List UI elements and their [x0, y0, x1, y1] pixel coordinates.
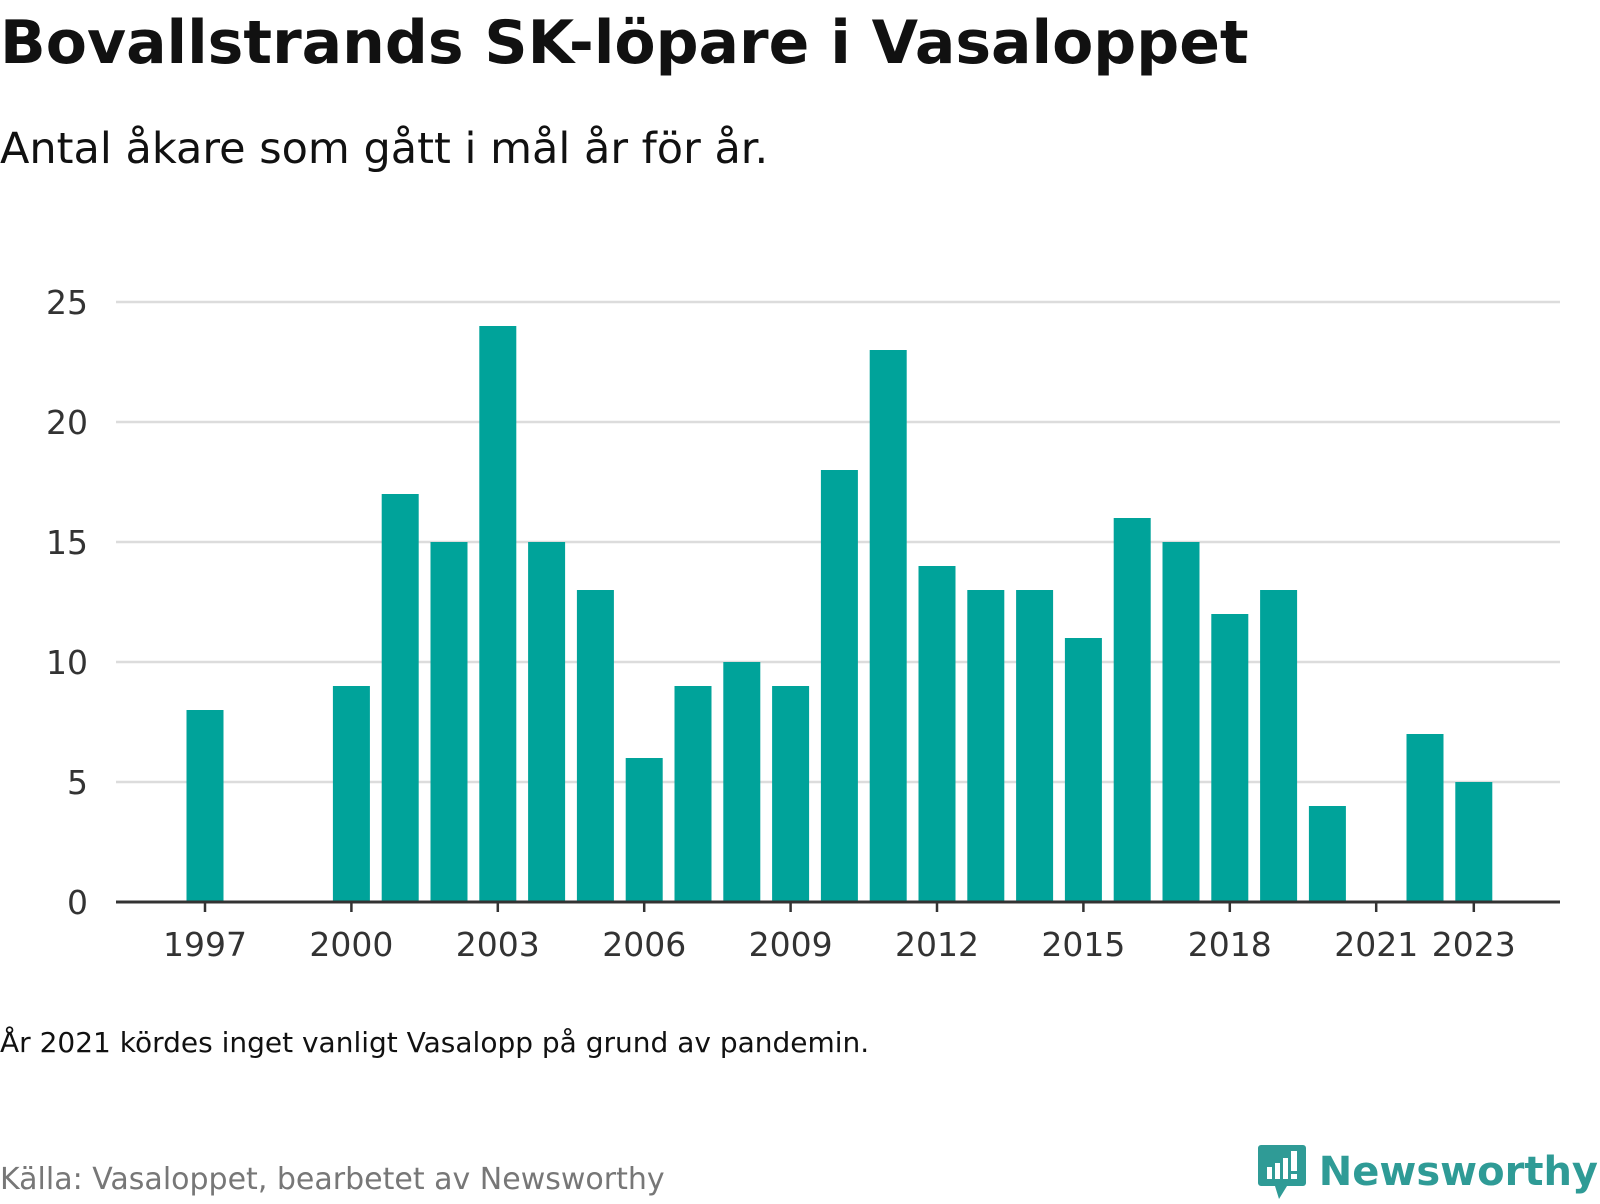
- bars: [186, 326, 1493, 902]
- bar-2018: [1211, 614, 1249, 902]
- bar-2004: [528, 542, 566, 902]
- bar-1997: [186, 710, 224, 902]
- x-tick-label: 2023: [1432, 925, 1516, 964]
- y-tick-label: 25: [46, 283, 88, 322]
- bar-2016: [1113, 518, 1151, 902]
- newsworthy-logo-icon: [1257, 1145, 1306, 1199]
- bar-2008: [723, 662, 761, 902]
- bar-2006: [625, 758, 663, 902]
- x-tick-label: 2003: [456, 925, 540, 964]
- bar-2014: [1016, 590, 1054, 902]
- bar-2000: [332, 686, 370, 902]
- source-text: Källa: Vasaloppet, bearbetet av Newswort…: [0, 1162, 665, 1197]
- x-tick-label: 2018: [1188, 925, 1272, 964]
- footnote: År 2021 kördes inget vanligt Vasalopp på…: [0, 1026, 870, 1059]
- bar-2013: [967, 590, 1005, 902]
- x-tick-label: 2009: [749, 925, 833, 964]
- bar-2001: [381, 494, 419, 902]
- bar-2007: [674, 686, 712, 902]
- bar-2005: [576, 590, 614, 902]
- x-axis: [116, 900, 1560, 912]
- x-tick-label: 1997: [163, 925, 247, 964]
- bar-2010: [820, 470, 858, 902]
- x-axis-labels: 1997 2000 2003 2006 2009 2012 2015 2018 2021 2023: [163, 925, 1516, 964]
- bar-2022: [1406, 734, 1444, 902]
- bar-2015: [1064, 638, 1102, 902]
- bar-2002: [430, 542, 468, 902]
- y-tick-label: 15: [46, 523, 88, 562]
- y-axis-labels: 0 5 10 15 20 25: [46, 283, 88, 922]
- y-tick-label: 10: [46, 643, 88, 682]
- chart-title: Bovallstrands SK-löpare i Vasaloppet: [0, 8, 1249, 78]
- brand-name: Newsworthy: [1318, 1149, 1598, 1195]
- bar-2012: [918, 566, 956, 902]
- x-tick-label: 2006: [602, 925, 686, 964]
- x-tick-label: 2000: [309, 925, 393, 964]
- x-tick-label: 2015: [1041, 925, 1125, 964]
- bar-2023: [1455, 782, 1493, 902]
- x-tick-label: 2012: [895, 925, 979, 964]
- bar-2011: [869, 350, 907, 902]
- y-tick-label: 20: [46, 403, 88, 442]
- y-tick-label: 5: [67, 763, 88, 802]
- bar-2019: [1260, 590, 1298, 902]
- bar-2003: [479, 326, 517, 902]
- x-tick-label: 2021: [1334, 925, 1418, 964]
- chart-subtitle: Antal åkare som gått i mål år för år.: [0, 124, 769, 174]
- y-tick-label: 0: [67, 883, 88, 922]
- bar-2017: [1162, 542, 1200, 902]
- bar-2009: [772, 686, 810, 902]
- bar-2020: [1308, 806, 1346, 902]
- brand-logo: Newsworthy: [1257, 1140, 1598, 1204]
